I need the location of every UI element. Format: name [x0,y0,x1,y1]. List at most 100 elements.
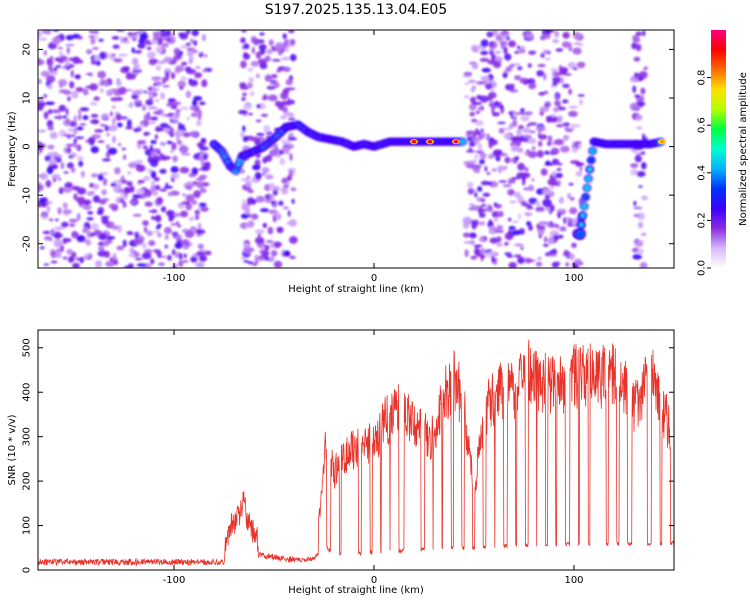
noise-blob [463,74,472,78]
noise-blob [141,252,152,260]
noise-blob [286,143,294,149]
noise-blob [643,66,648,71]
noise-blob [69,81,75,89]
noise-blob [150,159,159,168]
noise-blob [151,148,161,152]
noise-blob [487,60,497,65]
noise-blob [241,96,246,102]
noise-blob [572,67,578,70]
noise-blob [126,119,132,127]
noise-blob [186,68,197,75]
noise-blob [178,260,184,267]
peak-spot [453,140,459,144]
snr-panel: -100 0 100 0 100 200 300 400 500 Height of stra… [7,329,675,596]
noise-blob [49,132,58,139]
noise-blob [65,108,69,116]
noise-blob [91,134,101,139]
noise-blob [634,239,644,248]
noise-blob [128,35,139,40]
snr-x-tick-label: 100 [564,575,583,586]
noise-blob [66,46,70,55]
noise-blob [254,254,258,263]
noise-blob [169,190,180,196]
noise-blob [632,37,641,43]
noise-blob [190,256,198,263]
noise-blob [288,132,294,138]
noise-blob [55,248,63,252]
noise-blob [243,43,250,50]
noise-blob [78,160,84,167]
noise-blob [170,149,174,153]
noise-blob [177,80,187,88]
noise-blob [148,240,156,247]
noise-blob [152,216,161,220]
noise-blob [542,188,552,196]
noise-blob [249,214,254,218]
noise-blob [557,210,562,219]
noise-blob [516,128,522,136]
noise-blob [172,113,177,122]
noise-blob [637,221,644,229]
noise-blob [255,51,262,59]
noise-blob [468,203,475,207]
noise-blob [470,205,480,211]
noise-blob [175,221,180,225]
noise-blob [639,262,648,268]
noise-blob [271,74,278,79]
noise-blob [159,153,165,157]
noise-blob [478,147,482,152]
noise-blob [555,124,564,128]
noise-blob [264,55,271,62]
noise-blob [155,64,161,71]
noise-blob [255,73,260,79]
noise-blob [255,119,262,123]
noise-blob [123,154,127,160]
noise-blob [45,101,55,106]
noise-blob [54,116,59,119]
spectrogram-x-ticks: -100 0 100 [163,30,584,284]
noise-blob [92,47,99,50]
noise-blob [504,252,512,256]
noise-blob [74,75,81,79]
noise-blob [77,155,84,161]
noise-blob [578,99,584,106]
noise-blob [169,133,175,137]
noise-blob [484,165,488,172]
noise-blob [111,180,122,184]
noise-blob [44,30,52,35]
noise-blob [63,134,73,137]
noise-blob [550,147,560,155]
noise-blob [282,106,288,113]
noise-blob [243,246,253,255]
noise-blob [193,40,198,46]
noise-blob [261,172,266,176]
noise-blob [544,150,550,155]
noise-blob [180,61,188,66]
noise-blob [71,91,79,99]
noise-blob [166,102,176,107]
noise-blob [154,134,158,140]
noise-blob [280,186,289,195]
noise-blob [150,140,157,144]
noise-blob [288,169,293,178]
spectrogram-y-tick-label: -10 [22,187,33,203]
noise-blob [156,38,163,46]
noise-blob [522,127,531,134]
noise-blob [554,139,565,146]
noise-blob [136,188,146,195]
noise-blob [197,142,204,148]
noise-blob [553,234,558,242]
noise-blob [519,137,529,142]
noise-blob [178,145,189,154]
noise-blob [128,162,137,169]
noise-blob [537,63,546,68]
noise-blob [93,119,99,124]
noise-blob [45,179,52,188]
noise-blob [122,239,127,248]
noise-blob [478,212,486,218]
noise-blob [172,215,176,219]
noise-blob [250,60,260,67]
noise-blob [129,185,135,193]
noise-blob [199,174,208,179]
noise-blob [641,195,648,201]
